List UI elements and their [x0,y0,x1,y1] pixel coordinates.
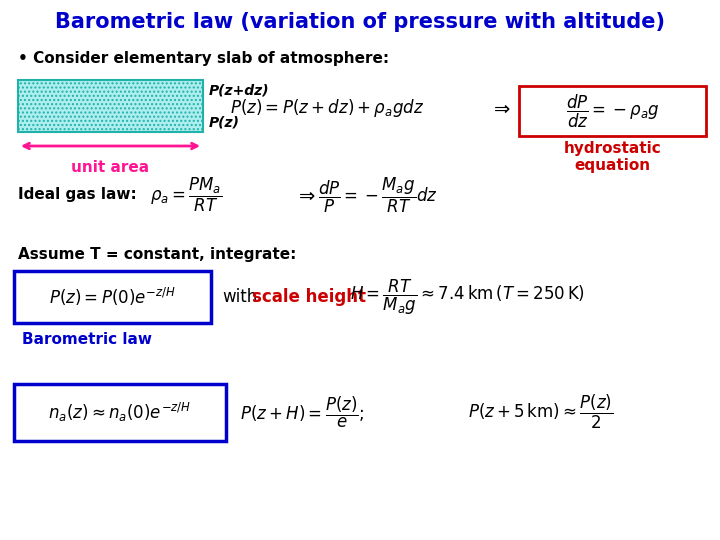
Text: $n_a(z) \approx n_a(0)e^{-z/H}$: $n_a(z) \approx n_a(0)e^{-z/H}$ [48,401,192,424]
Text: $P(z) = P(0)e^{-z/H}$: $P(z) = P(0)e^{-z/H}$ [49,286,176,308]
Text: $P(z) = P(z + dz) + \rho_a gdz$: $P(z) = P(z + dz) + \rho_a gdz$ [230,97,424,119]
Text: unit area: unit area [71,160,150,175]
Text: $H = \dfrac{RT}{M_a g} \approx 7.4\,\mathrm{km}\,(T = 250\,\mathrm{K})$: $H = \dfrac{RT}{M_a g} \approx 7.4\,\mat… [350,278,585,316]
Text: • Consider elementary slab of atmosphere:: • Consider elementary slab of atmosphere… [18,51,389,65]
Text: scale height: scale height [252,288,366,306]
Text: Assume T = constant, integrate:: Assume T = constant, integrate: [18,247,297,262]
Text: with: with [222,288,257,306]
Text: P(z): P(z) [209,116,240,130]
Text: P(z+dz): P(z+dz) [209,84,269,98]
Bar [18,80,203,132]
Text: Barometric law (variation of pressure with altitude): Barometric law (variation of pressure wi… [55,12,665,32]
Text: $\rho_a = \dfrac{PM_a}{RT}$: $\rho_a = \dfrac{PM_a}{RT}$ [150,176,222,214]
Text: $P(z+H) = \dfrac{P(z)}{e};$: $P(z+H) = \dfrac{P(z)}{e};$ [240,394,364,430]
FancyBboxPatch shape [14,384,226,441]
Text: $P(z+5\,\mathrm{km}) \approx \dfrac{P(z)}{2}$: $P(z+5\,\mathrm{km}) \approx \dfrac{P(z)… [468,393,613,431]
Text: hydrostatic
equation: hydrostatic equation [564,141,662,173]
Text: Barometric law: Barometric law [22,332,152,347]
Text: $\Rightarrow$: $\Rightarrow$ [490,98,511,118]
Text: $\Rightarrow$: $\Rightarrow$ [295,186,316,205]
Text: $\dfrac{dP}{P} = -\dfrac{M_a g}{RT} dz$: $\dfrac{dP}{P} = -\dfrac{M_a g}{RT} dz$ [318,176,438,214]
FancyBboxPatch shape [519,86,706,136]
FancyBboxPatch shape [14,271,211,323]
Text: $\dfrac{dP}{dz} = -\rho_a g$: $\dfrac{dP}{dz} = -\rho_a g$ [566,92,660,130]
Text: Ideal gas law:: Ideal gas law: [18,187,137,202]
